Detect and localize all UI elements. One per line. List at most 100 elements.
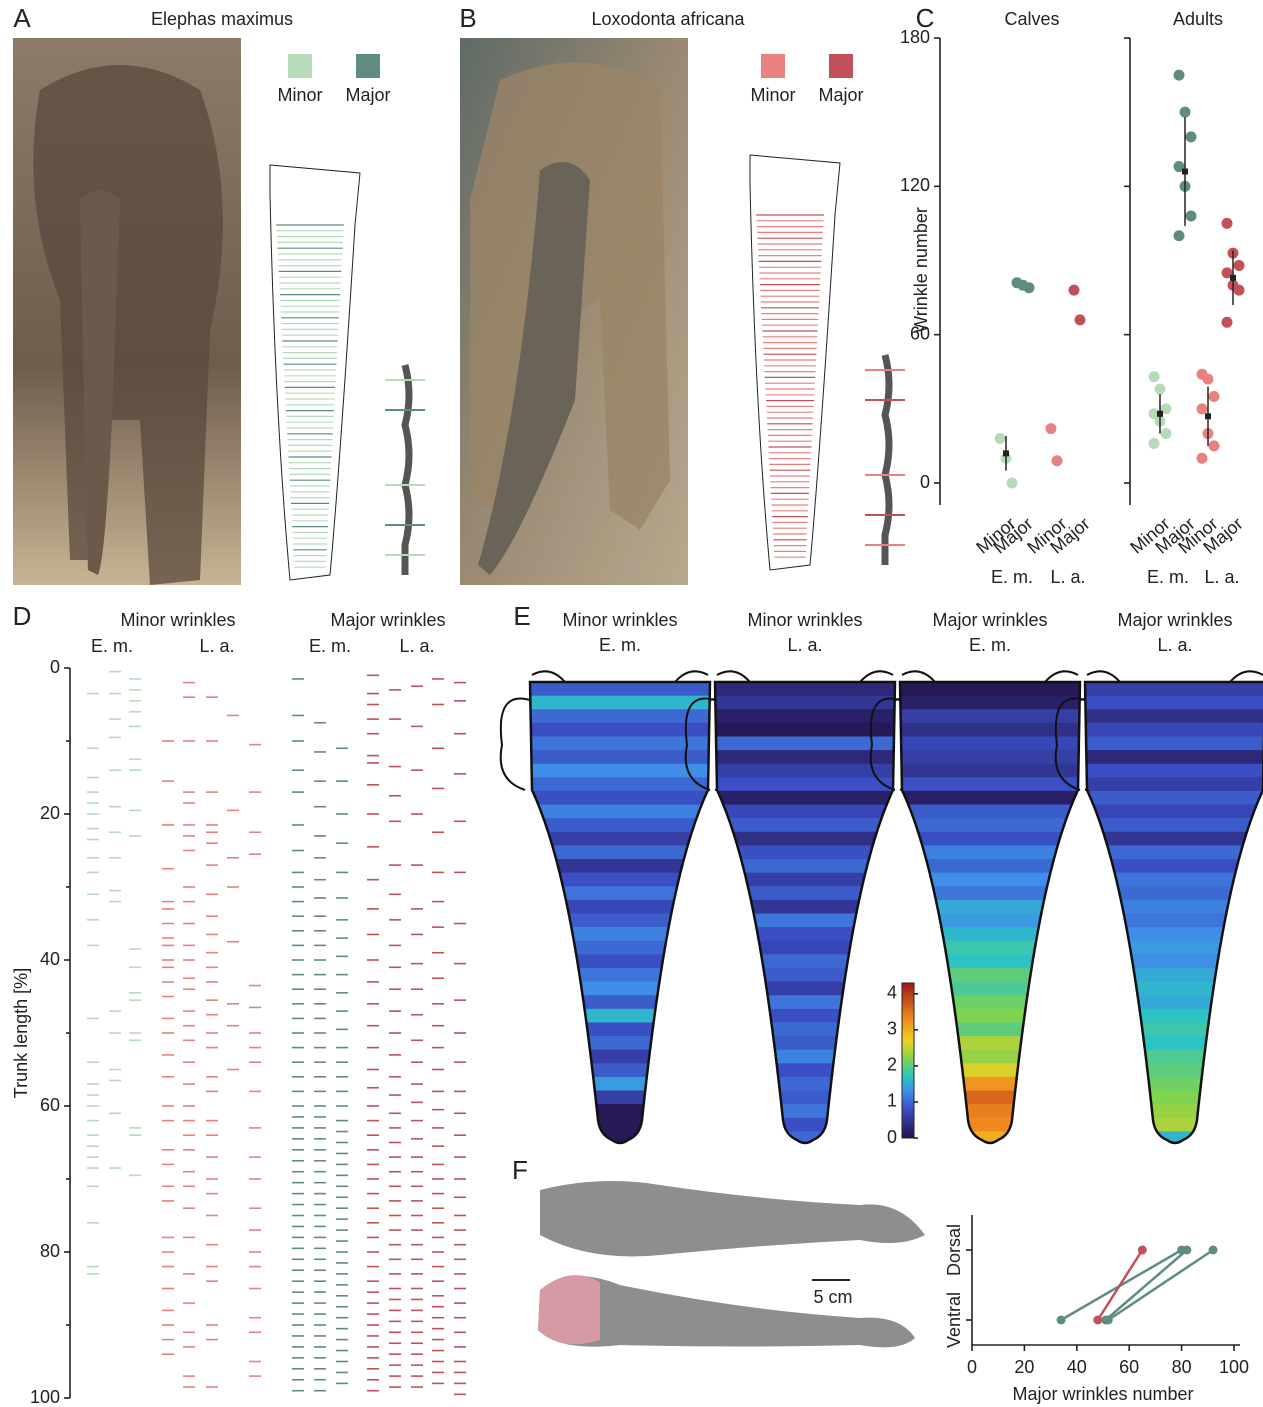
data-point — [1045, 423, 1057, 435]
x-tick-label: 100 — [1219, 1357, 1249, 1377]
colorbar-tick-label: 0 — [887, 1127, 897, 1147]
photo-a — [13, 38, 241, 585]
data-point — [1208, 1245, 1218, 1255]
y-tick-label: 180 — [900, 27, 930, 47]
heat-band — [530, 1022, 710, 1037]
y-tick-label: 60 — [910, 323, 930, 343]
legend-label: Major — [345, 85, 390, 105]
heat-band — [530, 940, 710, 955]
species-label: E. m. — [599, 635, 641, 655]
heat-band — [900, 927, 1080, 942]
heat-band — [1085, 695, 1263, 710]
data-point — [1148, 437, 1160, 449]
heat-band — [715, 954, 895, 969]
heat-band — [1085, 886, 1263, 901]
heat-band — [715, 981, 895, 996]
panel-title: Loxodonta africana — [591, 9, 745, 29]
heat-band — [530, 682, 710, 697]
y-tick-label: Dorsal — [944, 1224, 964, 1276]
map-title: Minor wrinkles — [562, 610, 677, 630]
y-tick-label: 0 — [920, 472, 930, 492]
data-point — [1160, 403, 1172, 415]
y-tick-label: 40 — [40, 949, 60, 969]
data-point — [1233, 259, 1245, 271]
colorbar — [901, 982, 915, 1139]
heat-band — [1085, 927, 1263, 942]
heat-band — [900, 1036, 1080, 1051]
heat-band — [900, 831, 1080, 847]
data-point — [1093, 1315, 1103, 1325]
heat-band — [715, 1049, 895, 1064]
heat-band — [1085, 682, 1263, 697]
heat-band — [900, 1063, 1080, 1078]
heat-band — [1085, 818, 1263, 833]
heat-band — [1085, 804, 1263, 819]
heat-band — [1085, 763, 1263, 778]
heat-band — [900, 845, 1080, 860]
photo-f — [538, 1181, 925, 1348]
heat-band — [715, 1036, 895, 1051]
heat-band — [530, 777, 710, 792]
heat-band — [1085, 899, 1263, 915]
species-label: E. m. — [969, 635, 1011, 655]
colorbar-tick-label: 2 — [887, 1055, 897, 1075]
map-title: Minor wrinkles — [747, 610, 862, 630]
panel-title: Elephas maximus — [151, 9, 293, 29]
heat-band — [900, 1008, 1080, 1024]
data-point — [1148, 408, 1160, 420]
y-tick-label: 80 — [40, 1241, 60, 1261]
heat-band — [1085, 736, 1263, 751]
heat-strip — [1085, 682, 1263, 1143]
heat-band — [715, 927, 895, 942]
trunk-outline — [713, 680, 897, 1145]
heat-band — [900, 804, 1080, 819]
group-label: E. m. — [1147, 567, 1189, 587]
heat-band — [1085, 1090, 1263, 1105]
species-label: L. a. — [1157, 635, 1192, 655]
species-label: L. a. — [199, 636, 234, 656]
heat-band — [530, 736, 710, 751]
panel-label: D — [13, 601, 32, 631]
heat-band — [900, 940, 1080, 955]
series-line — [1096, 1249, 1144, 1321]
y-tick-label: 100 — [30, 1387, 60, 1407]
data-point — [1074, 314, 1086, 326]
heat-band — [900, 1131, 1080, 1143]
mean-marker — [1230, 274, 1236, 281]
heat-band — [715, 804, 895, 819]
trunk-outline — [1083, 680, 1263, 1145]
heat-strip — [530, 682, 710, 1143]
heat-band — [715, 777, 895, 792]
data-point — [1182, 1245, 1192, 1255]
heat-band — [900, 763, 1080, 778]
mean-marker — [1205, 413, 1211, 420]
heat-band — [530, 954, 710, 969]
data-point — [1023, 282, 1035, 294]
legend-swatch — [356, 54, 380, 78]
heat-band — [1085, 1076, 1263, 1092]
heat-band — [900, 736, 1080, 751]
heat-band — [715, 872, 895, 887]
heat-band — [715, 1104, 895, 1119]
heat-band — [900, 695, 1080, 710]
heat-band — [1085, 1036, 1263, 1051]
group-title: Major wrinkles — [330, 610, 445, 630]
map-title: Major wrinkles — [932, 610, 1047, 630]
heat-band — [900, 981, 1080, 996]
heat-band — [530, 1090, 710, 1105]
data-point — [1006, 477, 1018, 489]
heat-band — [900, 818, 1080, 833]
heat-band — [1085, 777, 1263, 792]
species-label: E. m. — [91, 636, 133, 656]
heat-band — [1085, 750, 1263, 765]
heat-band — [715, 859, 895, 874]
data-point — [1068, 284, 1080, 296]
heat-strip — [715, 682, 895, 1143]
heat-band — [715, 1117, 895, 1132]
subplot-title: Adults — [1173, 9, 1223, 29]
heat-band — [715, 1076, 895, 1092]
heat-band — [715, 1022, 895, 1037]
y-axis-label: Trunk length [%] — [11, 968, 31, 1098]
mean-marker — [1003, 450, 1009, 457]
